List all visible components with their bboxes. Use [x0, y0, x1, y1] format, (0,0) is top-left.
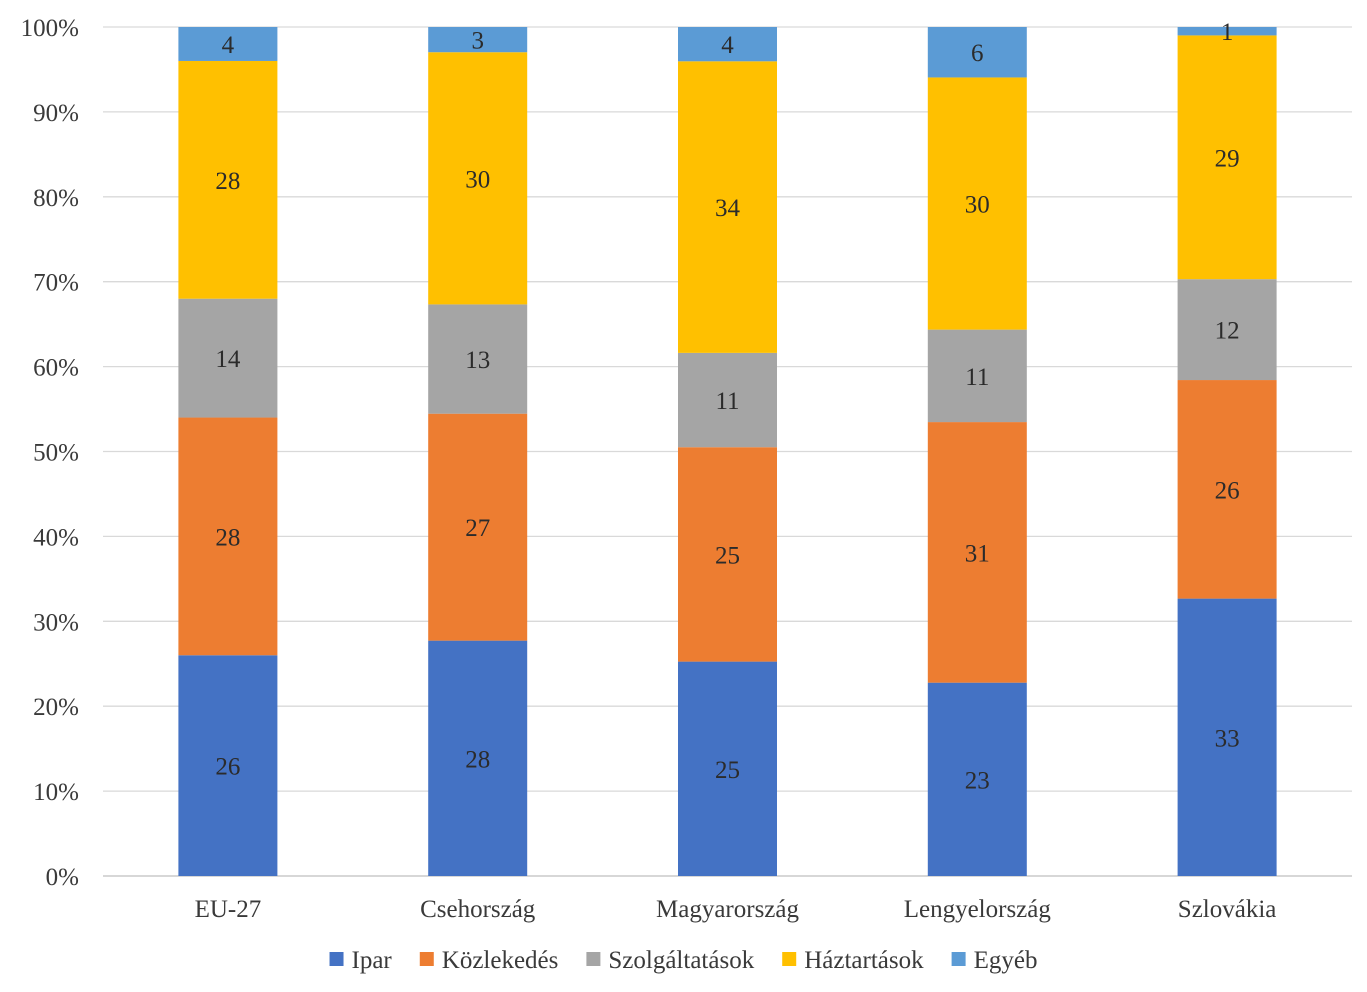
data-label: 28	[215, 524, 240, 551]
y-tick-label: 60%	[33, 355, 79, 382]
legend-label: Szolgáltatások	[608, 947, 754, 974]
data-label: 11	[965, 364, 989, 391]
legend-item: Közlekedés	[419, 947, 559, 974]
y-tick-label: 20%	[33, 694, 79, 721]
legend-label: Ipar	[352, 947, 393, 974]
bar-segment-egy-b	[1177, 27, 1277, 36]
bar-segment-ipar	[927, 682, 1027, 876]
x-category-label: Csehország	[420, 896, 536, 923]
bar-segment-egy-b	[178, 27, 278, 61]
bar-segment-h-ztart-sok	[927, 77, 1027, 330]
legend-item: Egyéb	[951, 947, 1038, 974]
bar-segment-h-ztart-sok	[678, 61, 777, 353]
x-category-label: Lengyelország	[904, 896, 1052, 923]
y-tick-label: 100%	[21, 15, 79, 42]
data-label: 28	[465, 746, 490, 773]
legend: Ipar Közlekedés Szolgáltatások Háztartások E…	[329, 947, 1038, 974]
data-label: 4	[222, 32, 235, 59]
y-tick-label: 30%	[33, 609, 79, 636]
data-label: 1	[1221, 19, 1234, 46]
legend-swatch	[951, 952, 966, 966]
bar-segment-egy-b	[678, 27, 777, 62]
y-tick-label: 40%	[33, 524, 79, 551]
legend-swatch	[782, 952, 797, 966]
legend-item: Ipar	[329, 947, 393, 974]
data-label: 29	[1215, 145, 1240, 172]
data-label: 34	[715, 195, 741, 222]
legend-label: Háztartások	[804, 947, 924, 974]
bar-segment-szolg-ltat-sok	[678, 352, 777, 448]
bar-segment-ipar	[178, 655, 278, 876]
x-axis-category-labels: EU-27 Csehország Magyarország Lengyelország…	[195, 896, 1277, 923]
y-axis-tick-labels: 0% 10% 20% 30% 40% 50% 60% 70% 80% 90% 100%	[21, 15, 79, 891]
x-category-label: Szlovákia	[1178, 896, 1277, 923]
bar-segment-szolg-ltat-sok	[428, 304, 528, 414]
y-tick-label: 90%	[33, 100, 79, 127]
bar-segment-egy-b	[927, 27, 1027, 78]
data-label: 27	[465, 515, 490, 542]
data-label: 26	[1215, 477, 1240, 504]
data-label: 6	[971, 40, 984, 67]
y-tick-label: 10%	[33, 779, 79, 806]
bar-segment-szolg-ltat-sok	[1177, 279, 1277, 381]
data-label: 25	[715, 757, 740, 784]
data-label: 11	[715, 388, 739, 415]
data-label: 3	[471, 28, 484, 55]
data-label: 13	[465, 347, 490, 374]
data-label: 4	[721, 32, 734, 59]
data-label: 31	[965, 540, 990, 567]
bar-segment-h-ztart-sok	[428, 52, 528, 305]
legend-swatch	[586, 952, 601, 966]
legend-label: Közlekedés	[442, 947, 559, 974]
data-label: 33	[1215, 725, 1240, 752]
data-label: 30	[965, 192, 990, 219]
data-label: 14	[215, 346, 241, 373]
bar-segment-k-zleked-s	[927, 422, 1027, 683]
y-tick-label: 0%	[46, 864, 79, 891]
legend-swatch	[419, 952, 434, 966]
data-label: 12	[1215, 318, 1240, 345]
bar-segment-ipar	[1177, 598, 1277, 876]
x-category-label: EU-27	[195, 896, 262, 923]
bar-segment-ipar	[678, 661, 777, 876]
legend-swatch	[329, 952, 344, 966]
bar-segment-k-zleked-s	[1177, 380, 1277, 599]
data-label: 26	[215, 754, 240, 781]
bar-segment-ipar	[428, 640, 528, 876]
data-label: 28	[215, 168, 240, 195]
y-tick-label: 70%	[33, 270, 79, 297]
data-label: 30	[465, 166, 490, 193]
data-labels: 26 28 14 28 4 28 27 13 30 3 25 25 11 34 4 23 31 11 30 6 33 26…	[215, 19, 1239, 794]
bar-segment-k-zleked-s	[178, 417, 278, 656]
bar-segment-k-zleked-s	[428, 413, 528, 641]
data-label: 23	[965, 767, 990, 794]
legend-label: Egyéb	[974, 947, 1038, 974]
bar-segment-egy-b	[428, 27, 528, 53]
legend-item: Háztartások	[782, 947, 924, 974]
bar-segment-k-zleked-s	[678, 447, 777, 662]
y-tick-label: 50%	[33, 440, 79, 467]
data-label: 25	[715, 542, 740, 569]
bars	[178, 27, 1277, 876]
x-category-label: Magyarország	[656, 896, 799, 923]
legend-item: Szolgáltatások	[586, 947, 755, 974]
bar-segment-h-ztart-sok	[178, 60, 278, 299]
bar-segment-szolg-ltat-sok	[178, 298, 278, 418]
bar-segment-szolg-ltat-sok	[927, 329, 1027, 423]
bar-segment-h-ztart-sok	[1177, 35, 1277, 280]
y-tick-label: 80%	[33, 185, 79, 212]
